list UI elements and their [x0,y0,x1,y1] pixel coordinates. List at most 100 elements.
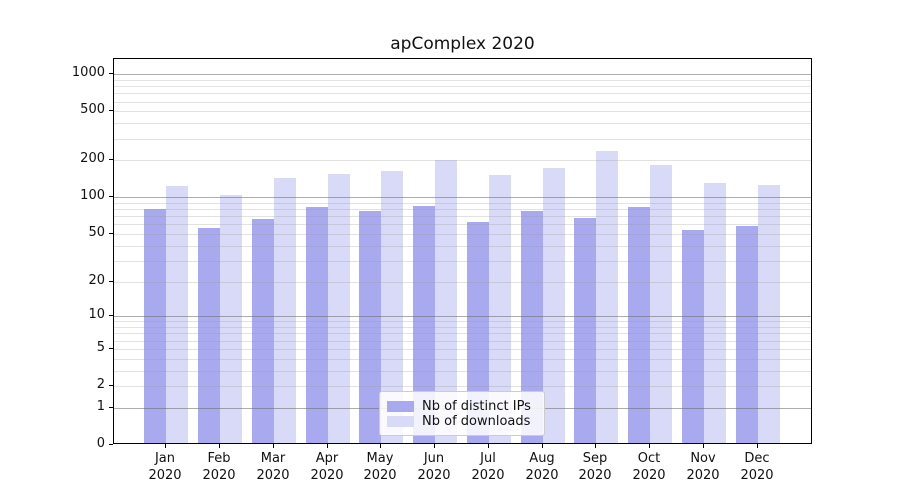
gridline-minor-4 [114,359,811,360]
x-tick-label-may: May 2020 [363,451,397,483]
bar-downloads-jan [166,186,188,443]
x-tick-label-jan: Jan 2020 [148,451,182,483]
gridline-minor-8 [114,327,811,328]
x-tick-mark-oct [649,444,650,448]
bar-downloads-may [381,171,403,443]
y-tick-mark-0 [109,444,113,445]
gridline-minor-500 [114,111,811,112]
bar-downloads-nov [704,183,726,443]
x-tick-label-feb: Feb 2020 [202,451,236,483]
y-tick-mark-20 [109,281,113,282]
x-tick-label-apr: Apr 2020 [310,451,344,483]
chart-title: apComplex 2020 [390,34,535,54]
gridline-minor-90 [114,203,811,204]
legend-label: Nb of distinct IPs [422,398,531,414]
y-tick-mark-5 [109,348,113,349]
gridline-minor-40 [114,246,811,247]
gridline-minor-400 [114,123,811,124]
y-tick-label-0: 0 [96,436,105,451]
y-tick-label-2: 2 [96,377,105,392]
bar-downloads-aug [543,168,565,443]
y-tick-mark-500 [109,110,113,111]
legend: Nb of distinct IPs Nb of downloads [379,391,545,436]
y-tick-mark-1 [109,407,113,408]
bar-downloads-oct [650,165,672,443]
gridline-minor-300 [114,139,811,140]
plot-area [113,58,812,444]
x-tick-label-oct: Oct 2020 [632,451,666,483]
bar-downloads-sep [596,151,618,443]
gridline-minor-800 [114,86,811,87]
y-tick-label-50: 50 [88,225,105,240]
bar-downloads-dec [758,185,780,443]
bar-ips-may [359,211,381,443]
y-tick-label-5: 5 [96,340,105,355]
x-tick-mark-may [380,444,381,448]
x-tick-mark-mar [273,444,274,448]
gridline-minor-3 [114,371,811,372]
x-tick-label-mar: Mar 2020 [256,451,290,483]
gridline-major-100 [114,197,811,198]
x-tick-label-jul: Jul 2020 [471,451,505,483]
x-tick-mark-jul [488,444,489,448]
y-tick-label-10: 10 [88,307,105,322]
x-tick-label-jun: Jun 2020 [417,451,451,483]
y-tick-label-1000: 1000 [71,65,105,80]
x-tick-label-nov: Nov 2020 [686,451,720,483]
legend-row-ips: Nb of distinct IPs [380,399,544,414]
bar-ips-mar [252,219,274,443]
bar-downloads-apr [328,174,350,443]
bar-downloads-mar [274,178,296,443]
gridline-minor-600 [114,102,811,103]
bar-ips-nov [682,230,704,443]
gridline-minor-6 [114,341,811,342]
x-tick-mark-apr [327,444,328,448]
gridline-minor-9 [114,321,811,322]
bar-downloads-feb [220,195,242,443]
bar-ips-apr [306,207,328,443]
gridline-minor-20 [114,282,811,283]
gridline-minor-50 [114,234,811,235]
gridline-minor-30 [114,261,811,262]
gridline-minor-5 [114,349,811,350]
gridline-minor-200 [114,160,811,161]
y-tick-label-200: 200 [80,151,105,166]
legend-row-downloads: Nb of downloads [380,414,544,429]
y-tick-mark-2 [109,385,113,386]
x-tick-mark-nov [703,444,704,448]
x-tick-label-aug: Aug 2020 [525,451,559,483]
bar-ips-feb [198,228,220,443]
gridline-minor-900 [114,80,811,81]
bar-ips-sep [574,218,596,443]
x-tick-mark-jan [165,444,166,448]
bar-ips-dec [736,226,758,443]
bar-ips-jan [144,209,166,443]
y-tick-label-20: 20 [88,273,105,288]
gridline-minor-80 [114,209,811,210]
bar-downloads-jul [489,175,511,443]
bar-ips-jul [467,222,489,443]
legend-swatch-icon [387,400,414,412]
y-tick-mark-50 [109,233,113,234]
gridline-minor-7 [114,333,811,334]
x-tick-mark-sep [595,444,596,448]
x-tick-mark-aug [542,444,543,448]
x-tick-mark-feb [219,444,220,448]
gridline-minor-2 [114,386,811,387]
y-tick-mark-100 [109,196,113,197]
legend-swatch-icon [387,415,414,427]
x-tick-mark-jun [434,444,435,448]
y-tick-mark-200 [109,159,113,160]
y-tick-label-100: 100 [80,188,105,203]
gridline-major-1000 [114,74,811,75]
x-tick-label-dec: Dec 2020 [740,451,774,483]
y-tick-label-500: 500 [80,102,105,117]
gridline-minor-60 [114,224,811,225]
bar-downloads-jun [435,160,457,443]
y-tick-label-1: 1 [96,399,105,414]
y-tick-mark-1000 [109,73,113,74]
legend-label: Nb of downloads [422,413,531,429]
x-tick-label-sep: Sep 2020 [578,451,612,483]
gridline-minor-70 [114,216,811,217]
